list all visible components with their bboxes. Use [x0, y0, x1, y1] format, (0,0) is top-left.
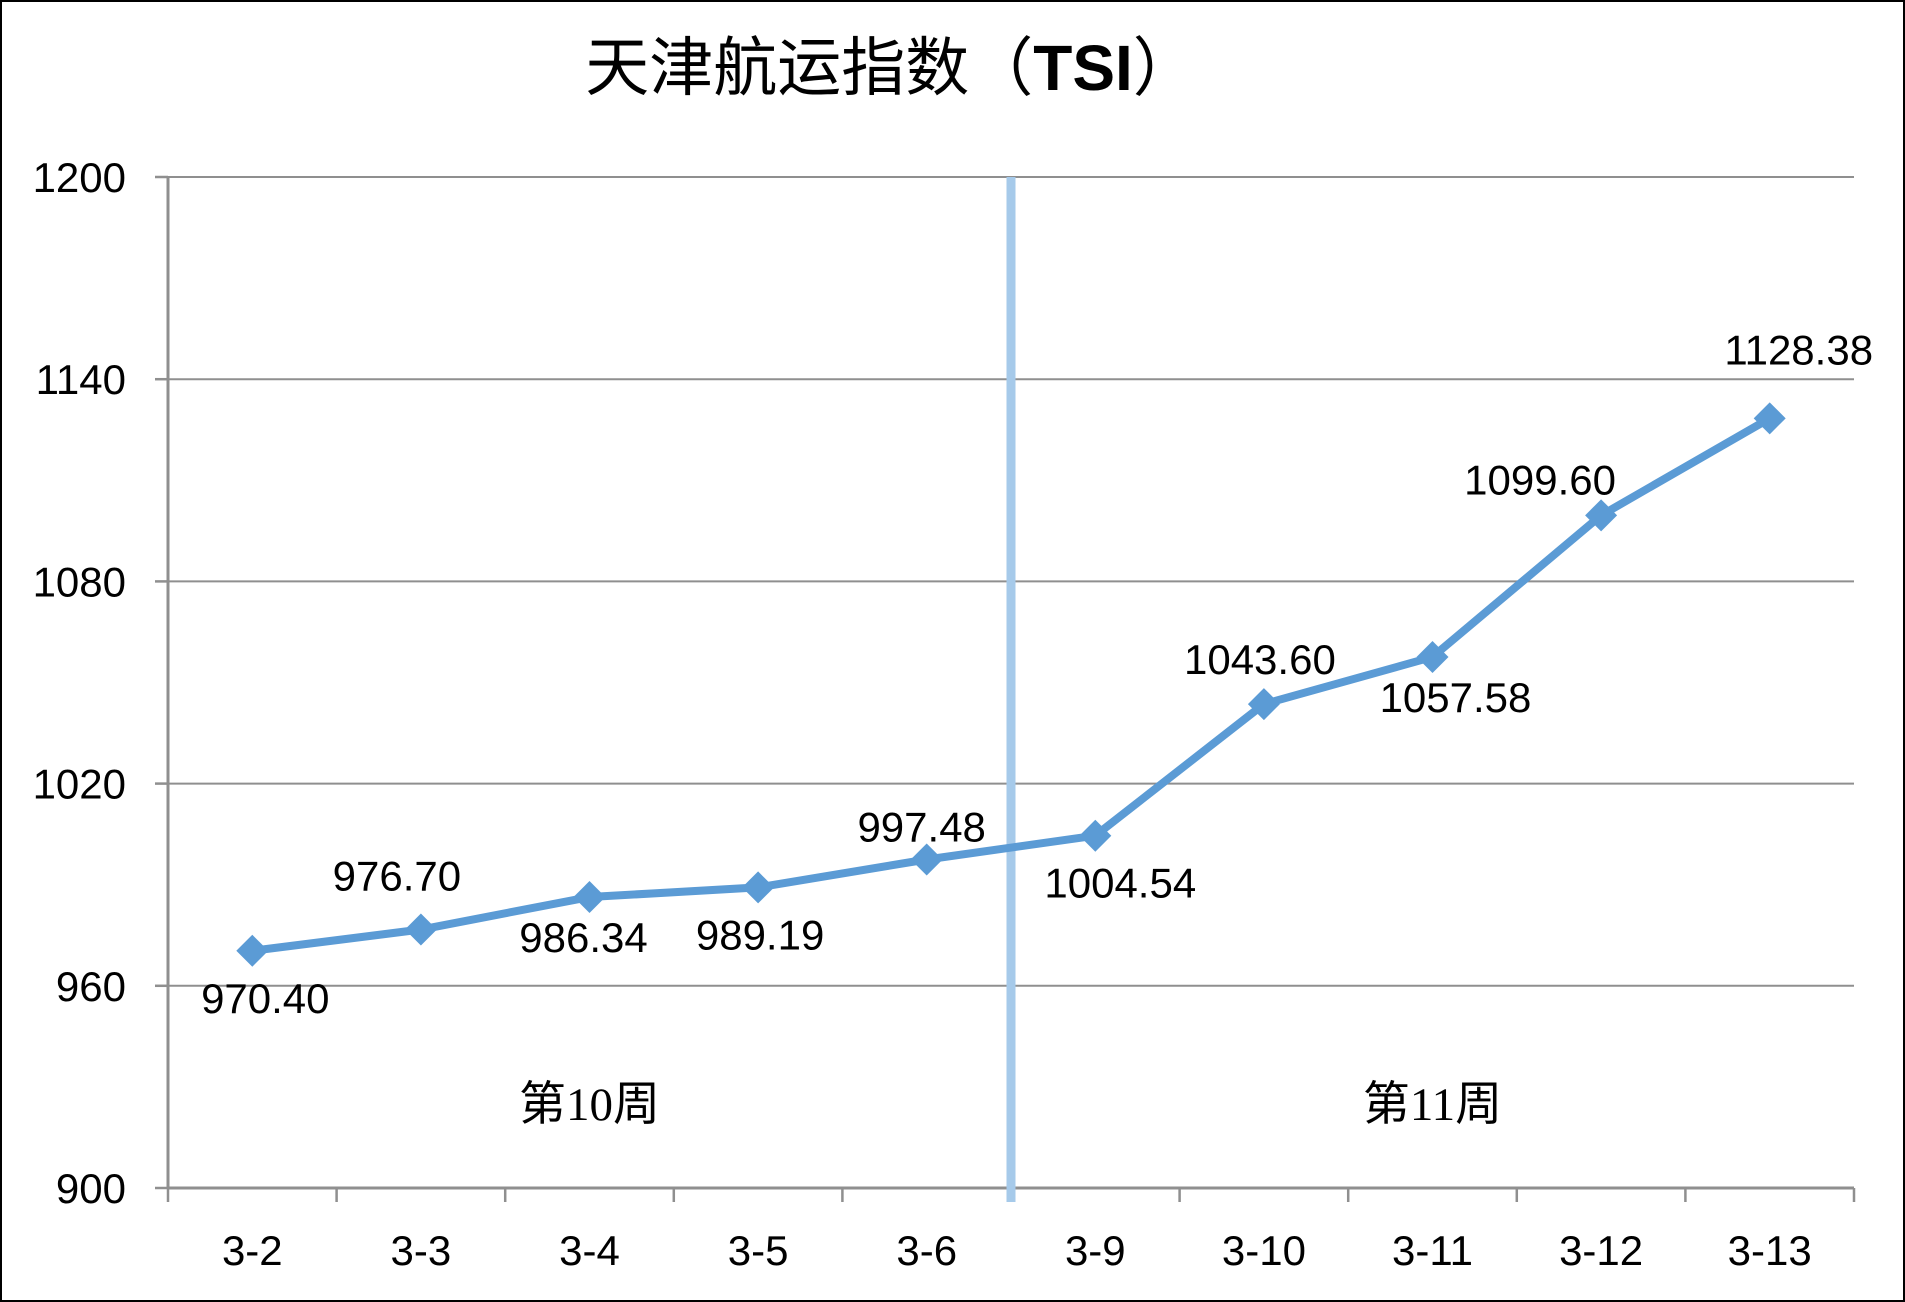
- data-label-3-6: 997.48: [857, 803, 985, 850]
- week-annotation-0: 第10周: [519, 1079, 660, 1131]
- data-label-3-13: 1128.38: [1724, 326, 1873, 373]
- data-label-3-9: 1004.54: [1044, 860, 1196, 907]
- data-point-marker-3-4: [573, 881, 606, 914]
- data-point-marker-3-11: [1416, 640, 1449, 673]
- week-annotation-1: 第11周: [1363, 1079, 1502, 1131]
- data-label-3-11: 1057.58: [1380, 674, 1532, 721]
- data-point-marker-3-6: [910, 843, 943, 876]
- data-label-3-10: 1043.60: [1184, 636, 1336, 683]
- x-axis-label-3-12: 3-12: [1559, 1227, 1643, 1274]
- data-label-3-5: 989.19: [696, 911, 824, 958]
- data-label-3-3: 976.70: [333, 853, 461, 900]
- y-axis-label-900: 900: [56, 1165, 126, 1212]
- data-point-marker-3-12: [1585, 499, 1618, 532]
- data-point-marker-3-10: [1247, 688, 1280, 721]
- chart-title-prefix: 天津航运指数（: [585, 33, 1034, 104]
- data-point-marker-3-5: [742, 871, 775, 904]
- x-axis-label-3-3: 3-3: [391, 1227, 452, 1274]
- x-axis-label-3-6: 3-6: [896, 1227, 957, 1274]
- x-axis-label-3-9: 3-9: [1065, 1227, 1126, 1274]
- data-point-marker-3-3: [404, 913, 437, 946]
- y-axis-label-1140: 1140: [36, 356, 126, 403]
- series-line-TSI: [248, 414, 1774, 955]
- data-label-3-12: 1099.60: [1464, 456, 1616, 503]
- x-axis-label-3-2: 3-2: [222, 1227, 283, 1274]
- x-axis-label-3-11: 3-11: [1392, 1227, 1473, 1274]
- data-point-marker-3-13: [1753, 402, 1786, 435]
- y-axis-label-1020: 1020: [33, 761, 126, 808]
- x-axis-label-3-13: 3-13: [1728, 1227, 1812, 1274]
- x-axis-label-3-4: 3-4: [559, 1227, 620, 1274]
- y-axis-label-960: 960: [56, 963, 126, 1010]
- data-point-marker-3-2: [236, 934, 269, 967]
- data-label-3-4: 986.34: [519, 914, 647, 961]
- y-axis-label-1200: 1200: [33, 154, 126, 201]
- chart-title: 天津航运指数（TSI）: [585, 36, 1197, 101]
- x-axis-label-3-10: 3-10: [1222, 1227, 1306, 1274]
- x-axis-label-3-5: 3-5: [728, 1227, 789, 1274]
- chart-title-acronym: TSI: [1033, 32, 1133, 104]
- data-label-3-2: 970.40: [201, 975, 329, 1022]
- chart-title-suffix: ）: [1132, 33, 1197, 104]
- y-axis-label-1080: 1080: [33, 558, 126, 605]
- data-point-marker-3-9: [1079, 819, 1112, 852]
